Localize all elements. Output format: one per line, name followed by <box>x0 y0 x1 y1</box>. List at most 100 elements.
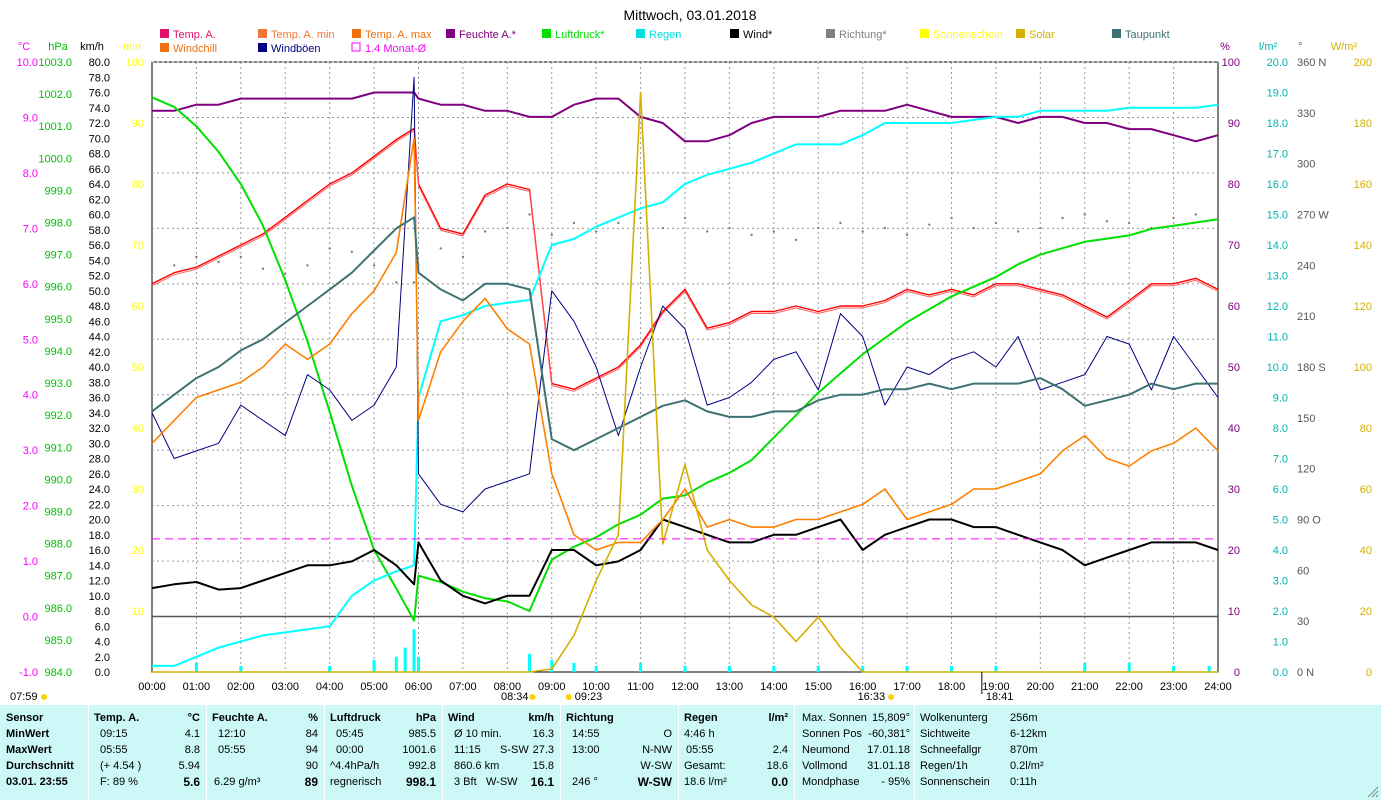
direction-point <box>1194 213 1197 216</box>
rain-bar <box>1083 662 1087 672</box>
axis-tick-label: 8.0 <box>95 606 110 618</box>
direction-point <box>1016 230 1020 233</box>
axis-tick-label: 32.0 <box>89 423 110 435</box>
humidity-column: Feuchte A.% 12:10 84 05:55 94 90 6.29 g/m³… <box>212 705 322 800</box>
x-tick-label: 17:00 <box>893 681 921 693</box>
sensor-title: Sensor <box>6 712 44 724</box>
legend-swatch <box>160 43 169 52</box>
astro-value: 15,809° <box>871 712 910 724</box>
rain-total-value: 18.6 <box>766 760 788 772</box>
rain-bar <box>905 665 909 672</box>
axis-tick-label: 360 N <box>1297 57 1326 69</box>
axis-tick-label: 8.0 <box>1273 423 1288 435</box>
axis-tick-label: 48.0 <box>89 301 110 313</box>
axis-tick-label: 100 <box>1222 57 1240 69</box>
rain-bar <box>394 656 398 672</box>
axis-tick-label: 22.0 <box>89 499 110 511</box>
direction-point <box>639 216 642 220</box>
sensor-column: Sensor MinWert MaxWert Durchschnitt 03.0… <box>6 705 86 800</box>
direction-point <box>928 223 931 226</box>
astro-value: - 95% <box>881 776 910 788</box>
axis-tick-label: 12.0 <box>1267 301 1288 313</box>
legend-item: Windböen <box>258 43 321 55</box>
extra-label: Sichtweite <box>920 728 971 740</box>
temp-current-value: 5.6 <box>183 775 200 789</box>
axis-tick-label: 50.0 <box>89 286 110 298</box>
axis-unit: km/h <box>80 41 104 53</box>
axis-tick-label: 60 <box>132 301 144 313</box>
legend-label: Windchill <box>173 43 217 55</box>
axis-tick-label: 180 S <box>1297 362 1326 374</box>
rain-bar <box>683 665 687 672</box>
rain-bar <box>861 665 865 672</box>
axis-tick-label: 180 <box>1354 118 1372 130</box>
direction-point <box>994 221 998 225</box>
direction-point <box>617 221 620 225</box>
direction-point <box>439 247 442 250</box>
legend-swatch <box>160 29 169 38</box>
axis-tick-label: 70 <box>132 240 144 252</box>
extra-value: 0:11h <box>1010 776 1037 788</box>
x-tick-label: 22:00 <box>1115 681 1143 693</box>
axis-tick-label: 10.0 <box>17 57 38 69</box>
axis-unit: l/m² <box>1259 41 1278 53</box>
axis-tick-label: 5.0 <box>1273 515 1288 527</box>
astro-label: Max. Sonnen <box>802 712 867 724</box>
rain-sum: 18.6 l/m² <box>684 776 727 788</box>
axis-tick-label: 12.0 <box>89 576 110 588</box>
temp-avg-note: (+ 4.54 ) <box>100 760 142 772</box>
event-time: 18:41 <box>986 691 1014 703</box>
axis-tick-label: 100 <box>126 57 144 69</box>
direction-point <box>972 226 975 230</box>
x-tick-label: 14:00 <box>760 681 788 693</box>
pressure-max-time: 00:00 <box>336 744 364 756</box>
x-tick-label: 18:00 <box>938 681 966 693</box>
direction-point <box>1150 226 1153 230</box>
axis-tick-label: 988.0 <box>44 539 72 551</box>
temp-column: Temp. A. °C 09:15 4.1 05:55 8.8 (+ 4.54 ) 5.… <box>94 705 204 800</box>
wind-current-dir: W-SW <box>486 776 518 788</box>
direction-point <box>950 216 953 220</box>
humidity-max-value: 94 <box>305 744 318 756</box>
direction-point <box>1172 216 1175 220</box>
legend-swatch <box>542 29 551 38</box>
direction-point <box>550 233 553 237</box>
axis-tick-label: 64.0 <box>89 179 110 191</box>
rain-bar <box>594 665 598 672</box>
axis-tick-label: 3.0 <box>23 445 38 457</box>
legend-label: Taupunkt <box>1125 29 1170 41</box>
direction-point <box>905 233 909 237</box>
axis-tick-label: 210 <box>1297 311 1315 323</box>
axis-tick-label: 992.0 <box>44 410 72 422</box>
direction-point <box>284 272 287 276</box>
rain-bar <box>412 629 416 672</box>
axis-tick-label: 80 <box>132 179 144 191</box>
axis-tick-label: 1.0 <box>23 556 38 568</box>
extra-value: 0.2l/m² <box>1010 760 1044 772</box>
axis-tick-label: 4.0 <box>23 390 38 402</box>
resize-grip-icon[interactable] <box>1367 786 1379 798</box>
direction-point <box>728 226 731 230</box>
axis-tick-label: 6.0 <box>95 621 110 633</box>
x-tick-label: 23:00 <box>1160 681 1188 693</box>
direction-point <box>350 250 354 253</box>
axis-tick-label: 160 <box>1354 179 1372 191</box>
rain-bar <box>950 665 953 672</box>
direction-point <box>883 226 887 230</box>
axis-scale: 0 10 20 30 40 50 60 70 80 90 100% <box>1220 41 1240 679</box>
pressure-unit: hPa <box>415 712 436 724</box>
axis-tick-label: 999.0 <box>44 185 72 197</box>
axis-tick-label: 994.0 <box>44 346 72 358</box>
axis-tick-label: 58.0 <box>89 225 110 237</box>
event-time: 09:23 <box>575 691 603 703</box>
astro-label: Vollmond <box>802 760 848 772</box>
direction-point <box>195 255 198 259</box>
humidity-abs: 6.29 g/m³ <box>214 776 261 788</box>
axis-tick-label: 80.0 <box>89 57 110 69</box>
direction-point <box>750 233 753 237</box>
sun-icon <box>529 694 536 700</box>
series-line-feuchte-a <box>152 91 1219 143</box>
rain-bar <box>239 665 243 672</box>
temp-current-note: F: 89 % <box>100 776 138 788</box>
legend-item: Temp. A. min <box>258 29 335 41</box>
